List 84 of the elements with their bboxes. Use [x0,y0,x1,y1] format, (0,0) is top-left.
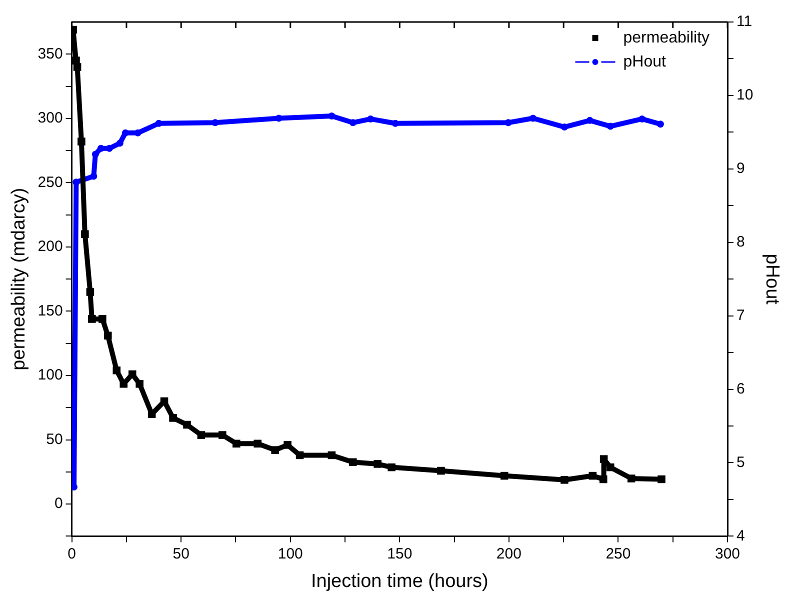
point [606,463,614,472]
x-axis-title: Injection time (hours) [310,570,488,592]
point [500,472,508,480]
point [218,431,226,439]
point [374,460,382,468]
y2-tick-label: 5 [736,454,745,471]
point [148,410,156,418]
point [627,474,636,482]
point [104,332,112,340]
point [72,178,80,186]
point [328,112,336,120]
point [437,466,445,475]
point [232,440,240,448]
point [92,150,99,158]
point [656,120,664,128]
y2-tick-label: 8 [736,234,745,251]
y2-axis-title: pHout [761,254,782,306]
point [97,144,104,152]
point [586,116,594,124]
point [116,140,124,147]
y-tick-label: 0 [54,495,63,512]
y-tick-label: 200 [38,238,63,256]
x-tick-label: 100 [278,545,303,562]
point [560,124,568,131]
y-tick-label: 350 [38,45,63,62]
point [86,288,94,296]
point [349,119,356,126]
point [367,115,374,122]
y2-tick-label: 4 [736,527,745,544]
point [504,119,512,126]
point [90,172,98,180]
x-tick-label: 0 [68,545,76,562]
y2-tick-label: 7 [736,306,745,324]
x-tick-label: 50 [172,545,190,562]
point [296,451,304,460]
point [122,129,129,136]
point [73,63,82,71]
y-tick-label: 300 [38,110,63,127]
legend-label: pHout [623,53,667,70]
point [284,441,292,449]
point [606,122,614,130]
point [98,315,106,323]
point [136,380,144,388]
point [183,420,191,429]
x-tick-label: 150 [387,545,412,562]
point [600,455,608,463]
y2-tick-label: 11 [736,13,752,30]
point [197,431,206,439]
point [658,475,666,484]
y-tick-label: 150 [38,302,63,320]
point [72,483,78,490]
x-tick-label: 300 [715,545,740,562]
point [560,476,568,484]
point [78,138,86,146]
point [638,115,646,122]
point [588,472,597,480]
y-tick-label: 50 [46,430,63,448]
point [599,475,608,484]
point [212,119,219,126]
point [134,129,142,136]
point [81,230,89,238]
y-tick-label: 250 [38,174,63,191]
x-tick-label: 200 [496,545,522,562]
point [169,414,177,422]
legend-label: permeability [623,29,710,46]
point [155,120,162,127]
y2-tick-label: 10 [736,86,754,104]
point [88,315,96,323]
point [349,458,357,466]
point [112,366,121,374]
y-tick-label: 100 [38,366,63,384]
point [328,451,336,460]
point [254,440,262,448]
y2-tick-label: 9 [736,160,745,178]
point [388,463,396,472]
y-axis-title: permeability (mdarcy) [8,188,30,370]
point [392,120,399,127]
point [275,114,282,122]
point [106,144,113,152]
point [529,114,536,122]
point [271,446,279,454]
point [128,370,136,378]
y2-tick-label: 6 [736,380,745,398]
x-tick-label: 250 [606,545,631,562]
